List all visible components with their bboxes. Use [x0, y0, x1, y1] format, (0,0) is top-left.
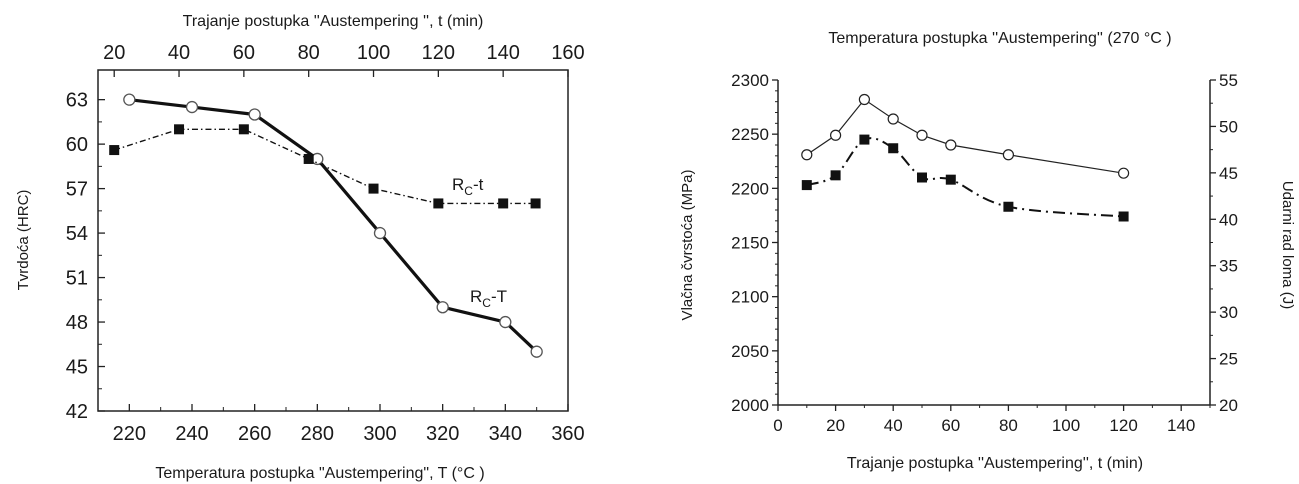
hardness-top-tick-label: 160: [551, 42, 584, 64]
hardness-y-tick-label: 42: [66, 401, 88, 423]
series-tensile-strength-point: [887, 113, 899, 125]
hardness-bottom-tick-label: 260: [238, 423, 271, 445]
hardness-y-axis-label: Tvrdoća (HRC): [15, 190, 32, 291]
strength-left-tick-label: 2050: [731, 342, 769, 361]
series-tensile-strength-point: [916, 129, 928, 141]
strength-x-tick-label: 140: [1167, 416, 1195, 435]
hardness-chart: Trajanje postupka ''Austempering '', t (…: [15, 13, 585, 482]
hardness-bottom-tick-label: 280: [301, 423, 334, 445]
series-rc-t-upper-point: [248, 108, 261, 121]
hardness-plot-frame: [97, 69, 569, 412]
series-rc-t-lower-point: [303, 153, 314, 164]
hardness-top-tick-label: 100: [357, 42, 390, 64]
strength-left-tick-label: 2100: [731, 288, 769, 307]
hardness-top-tick-label: 60: [233, 42, 255, 64]
hardness-y-tick-label: 54: [66, 223, 88, 245]
hardness-top-axis-label: Trajanje postupka ''Austempering '', t (…: [183, 13, 484, 30]
series-tensile-strength-point: [945, 139, 957, 151]
hardness-y-tick-label: 57: [66, 179, 88, 201]
series-impact-energy-point: [1118, 211, 1129, 222]
series-label-rc-t-lower: RC-t: [452, 175, 484, 198]
series-rc-t-lower-point: [238, 124, 249, 135]
series-impact-energy-line: [806, 137, 1124, 218]
hardness-top-tick-label: 120: [422, 42, 455, 64]
series-rc-t-upper-point: [530, 345, 543, 358]
hardness-bottom-tick-label: 240: [175, 423, 208, 445]
series-impact-energy-point: [945, 174, 956, 185]
strength-right-axis-label: Udarni rad loma (J): [1279, 181, 1296, 309]
strength-x-tick-label: 20: [826, 416, 845, 435]
strength-right-tick-label: 25: [1219, 350, 1238, 369]
strength-left-tick-label: 2250: [731, 125, 769, 144]
strength-left-axis-label: Vlačna čvrstoća (MPa): [679, 170, 696, 321]
strength-chart-title: Temperatura postupka ''Austempering'' (2…: [828, 30, 1171, 47]
hardness-top-tick-label: 80: [298, 42, 320, 64]
series-tensile-strength-point: [1002, 149, 1015, 161]
strength-left-tick-label: 2200: [731, 179, 769, 198]
strength-left-tick-label: 2300: [731, 71, 769, 90]
hardness-bottom-tick-label: 220: [113, 423, 146, 445]
strength-right-tick-label: 50: [1219, 117, 1238, 136]
hardness-top-tick-label: 20: [103, 42, 125, 64]
hardness-top-tick-label: 40: [168, 42, 190, 64]
series-rc-t-upper-line: [129, 98, 538, 353]
series-rc-t-lower-point: [498, 198, 509, 209]
strength-right-tick-label: 45: [1219, 164, 1238, 183]
strength-right-tick-label: 40: [1219, 210, 1238, 229]
series-tensile-strength-point: [858, 93, 871, 106]
hardness-top-tick-label: 140: [486, 42, 519, 64]
series-rc-t-lower-point: [530, 198, 541, 209]
series-impact-energy-point: [1003, 201, 1014, 212]
series-label-rc-t-upper: RC-T: [470, 287, 507, 310]
series-rc-t-lower-point: [368, 183, 379, 194]
hardness-bottom-tick-label: 340: [489, 423, 522, 445]
hardness-y-tick-label: 48: [66, 312, 88, 334]
series-rc-t-lower-point: [433, 198, 444, 209]
hardness-y-tick-label: 60: [66, 134, 88, 156]
strength-x-tick-label: 60: [941, 416, 960, 435]
strength-chart: Temperatura postupka ''Austempering'' (2…: [679, 30, 1296, 472]
strength-left-tick-label: 2150: [731, 234, 769, 253]
hardness-bottom-tick-label: 360: [551, 423, 584, 445]
strength-x-tick-label: 40: [884, 416, 903, 435]
series-tensile-strength-point: [801, 149, 813, 161]
strength-right-tick-label: 30: [1219, 303, 1238, 322]
series-impact-energy-point: [830, 170, 841, 181]
series-impact-energy-point: [888, 143, 899, 154]
strength-x-tick-label: 0: [773, 416, 782, 435]
strength-right-tick-label: 55: [1219, 71, 1238, 90]
strength-x-tick-label: 100: [1052, 416, 1080, 435]
hardness-bottom-tick-label: 320: [426, 423, 459, 445]
hardness-bottom-axis-label: Temperatura postupka "Austempering", T (…: [155, 465, 484, 482]
series-tensile-strength-point: [829, 129, 842, 141]
series-rc-t-lower-line: [113, 128, 536, 205]
hardness-y-tick-label: 45: [66, 357, 88, 379]
hardness-y-tick-label: 63: [66, 90, 88, 112]
series-rc-t-upper-point: [185, 100, 199, 114]
series-rc-t-upper-point: [436, 301, 449, 314]
hardness-y-tick-label: 51: [66, 268, 88, 290]
series-rc-t-upper-point: [499, 315, 512, 329]
series-tensile-strength-point: [1117, 167, 1130, 179]
strength-left-tick-label: 2000: [731, 396, 769, 415]
series-rc-t-lower-point: [109, 145, 120, 156]
series-impact-energy-point: [801, 180, 812, 191]
hardness-bottom-tick-label: 300: [363, 423, 396, 445]
series-impact-energy-point: [859, 134, 870, 145]
series-rc-t-upper-point: [123, 93, 136, 106]
series-tensile-strength-line: [806, 98, 1124, 174]
series-rc-t-upper-point: [373, 226, 387, 240]
strength-right-tick-label: 35: [1219, 257, 1238, 276]
strength-x-tick-label: 80: [999, 416, 1018, 435]
strength-right-tick-label: 20: [1219, 396, 1238, 415]
strength-x-tick-label: 120: [1109, 416, 1137, 435]
strength-x-axis-label: Trajanje postupka ''Austempering'', t (m…: [847, 455, 1143, 472]
series-impact-energy-point: [917, 172, 927, 183]
series-rc-t-lower-point: [174, 124, 185, 135]
